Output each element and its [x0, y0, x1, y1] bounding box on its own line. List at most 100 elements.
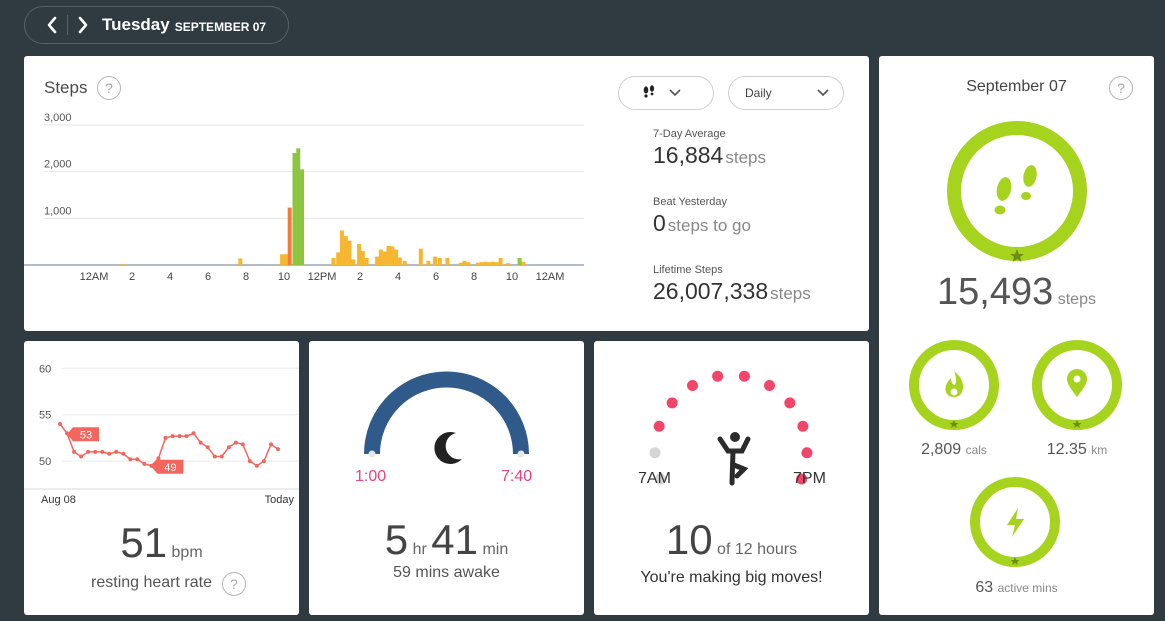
period-dropdown[interactable]: Daily: [728, 76, 844, 110]
heart-rate-card[interactable]: 60 55 50 53 49 Aug 08 Today 51 bpm resting hea…: [24, 341, 299, 615]
step-bar[interactable]: [336, 252, 341, 265]
step-bar[interactable]: [426, 260, 431, 265]
heart-rate-point[interactable]: [72, 449, 77, 454]
heart-rate-point[interactable]: [79, 454, 84, 459]
step-bar[interactable]: [364, 258, 369, 265]
heart-rate-point[interactable]: [156, 456, 161, 461]
step-bar[interactable]: [487, 262, 492, 265]
step-bar[interactable]: [433, 256, 438, 265]
heart-rate-point[interactable]: [184, 434, 189, 439]
heart-rate-point[interactable]: [212, 454, 217, 459]
heart-rate-point[interactable]: [261, 459, 266, 464]
goal-star-icon: [1010, 249, 1024, 262]
heart-rate-point[interactable]: [226, 445, 231, 450]
step-bar[interactable]: [300, 169, 305, 265]
heart-rate-point[interactable]: [170, 434, 175, 439]
heart-rate-point[interactable]: [268, 442, 273, 447]
step-bar[interactable]: [521, 261, 526, 265]
sleep-start-time: 1:00: [355, 468, 387, 485]
x-tick-label: 6: [205, 271, 211, 283]
heart-rate-point[interactable]: [240, 442, 245, 447]
x-tick-label: 10: [506, 271, 518, 283]
step-bar[interactable]: [238, 258, 243, 265]
sleep-card[interactable]: 1:00 7:40 5 hr 41 min 59 mins awake: [309, 341, 584, 615]
step-bar[interactable]: [517, 258, 522, 265]
distance-ring[interactable]: [1029, 337, 1125, 433]
step-bar[interactable]: [483, 261, 488, 265]
step-bar[interactable]: [292, 153, 297, 265]
step-bar[interactable]: [394, 249, 399, 265]
step-bar[interactable]: [466, 262, 471, 265]
step-bar[interactable]: [283, 254, 288, 265]
step-bar[interactable]: [375, 256, 380, 265]
hourly-activity-card[interactable]: 7AM 7PM 10 of 12 hours You're making big…: [594, 341, 869, 615]
heart-rate-help-button[interactable]: ?: [222, 572, 246, 596]
heart-rate-point[interactable]: [177, 434, 182, 439]
heart-rate-point[interactable]: [135, 457, 140, 462]
next-day-button[interactable]: [68, 7, 98, 43]
heart-rate-point[interactable]: [93, 449, 98, 454]
step-bar[interactable]: [360, 251, 365, 265]
heart-rate-point[interactable]: [128, 457, 133, 462]
heart-rate-point[interactable]: [205, 445, 210, 450]
step-bar[interactable]: [494, 262, 499, 265]
heart-rate-point[interactable]: [198, 440, 203, 445]
step-bar[interactable]: [437, 258, 442, 265]
step-bar[interactable]: [418, 248, 423, 265]
step-bar[interactable]: [343, 236, 348, 265]
heart-rate-point[interactable]: [191, 431, 196, 436]
step-bar[interactable]: [390, 246, 395, 265]
calories-ring[interactable]: [906, 337, 1002, 433]
step-bar[interactable]: [331, 258, 336, 265]
step-bar[interactable]: [506, 263, 511, 265]
heart-rate-point[interactable]: [121, 451, 126, 456]
heart-rate-point[interactable]: [86, 449, 91, 454]
step-bar[interactable]: [491, 261, 495, 265]
steps-help-button[interactable]: ?: [97, 76, 121, 100]
step-bar[interactable]: [382, 251, 387, 265]
heart-rate-point[interactable]: [58, 422, 62, 426]
heart-rate-point[interactable]: [163, 435, 168, 440]
step-bar[interactable]: [479, 262, 484, 265]
heart-rate-point[interactable]: [100, 449, 105, 454]
hour-dot: [653, 420, 665, 432]
step-bar[interactable]: [397, 257, 402, 265]
current-day: Tuesday: [102, 15, 170, 34]
step-bar[interactable]: [378, 249, 383, 265]
heart-rate-point[interactable]: [219, 454, 224, 459]
step-bar[interactable]: [462, 260, 467, 265]
goal-star-icon: [949, 420, 959, 428]
date-navigator: Tuesday SEPTEMBER 07: [24, 6, 289, 44]
y-tick-label: 1,000: [44, 205, 72, 217]
heart-rate-point[interactable]: [254, 463, 259, 468]
x-tick-label: 8: [471, 271, 477, 283]
previous-day-button[interactable]: [37, 7, 67, 43]
x-tick-label: 10: [278, 271, 290, 283]
step-bar[interactable]: [445, 258, 450, 265]
heart-rate-point[interactable]: [142, 461, 147, 466]
activity-type-dropdown[interactable]: [618, 76, 714, 110]
step-bar[interactable]: [287, 207, 292, 265]
hour-dot: [801, 447, 813, 459]
x-tick-label: 4: [395, 271, 401, 283]
step-bar[interactable]: [386, 245, 391, 265]
heart-rate-point[interactable]: [247, 459, 252, 464]
active-minutes-ring[interactable]: [967, 474, 1063, 570]
step-bar[interactable]: [357, 244, 362, 265]
step-bar[interactable]: [120, 264, 125, 265]
heart-rate-point[interactable]: [233, 440, 238, 445]
summary-help-button[interactable]: ?: [1109, 76, 1133, 100]
step-bar[interactable]: [347, 240, 352, 265]
step-bar[interactable]: [402, 260, 407, 265]
steps-ring[interactable]: [942, 116, 1092, 266]
step-bar[interactable]: [458, 262, 463, 265]
step-bar[interactable]: [351, 259, 356, 265]
heart-rate-point[interactable]: [107, 451, 112, 456]
step-bar[interactable]: [280, 254, 285, 265]
step-bar[interactable]: [339, 230, 344, 265]
step-bar[interactable]: [296, 148, 301, 265]
step-bar[interactable]: [498, 258, 503, 265]
heart-rate-point[interactable]: [114, 449, 119, 454]
heart-rate-point[interactable]: [276, 447, 280, 452]
step-bar[interactable]: [475, 262, 480, 265]
